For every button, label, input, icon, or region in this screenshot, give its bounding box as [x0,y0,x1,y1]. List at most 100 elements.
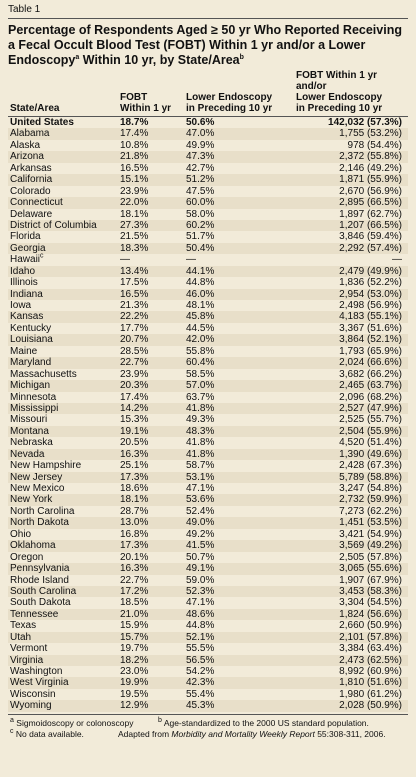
cell: Oregon [10,551,44,563]
cell: 2,028 (50.9%) [339,700,402,712]
cell: 49.1% [186,563,215,575]
cell: 2,732 (59.9%) [339,494,402,506]
cell: 60.2% [186,219,215,231]
cell: 50.7% [186,551,215,563]
footnote-text: Age-standardized to the 2000 US standard… [163,717,369,728]
header-line: FOBT [120,92,148,103]
cell: Montana [10,425,49,437]
cell: 15.9% [120,620,149,632]
table-row: South Dakota 18.5% 47.1% 3,304 (54.5%) [8,597,408,608]
cell: 2,527 (47.9%) [339,402,402,414]
table-row: Hawaiic — — — [8,252,408,266]
table-row: Pennsylvania 16.3% 49.1% 3,065 (55.6%) [8,563,408,575]
cell: 22.7% [120,357,149,369]
cell: 55.8% [186,345,215,357]
cell: South Dakota [10,597,71,609]
cell: North Carolina [10,505,75,517]
cell: 49.2% [186,528,215,540]
cell: 3,367 (51.6%) [339,322,402,334]
cell: Iowa [10,300,32,311]
cell: 46.0% [186,288,215,300]
cell: 17.4% [120,391,149,403]
cell: North Dakota [10,517,69,529]
cell: 2,465 (63.7%) [339,380,402,392]
cell: 19.9% [120,677,149,689]
cell: 18.2% [120,654,149,666]
cell: Missouri [10,414,48,426]
cell: 48.1% [186,300,215,311]
table-row: Mississippi 14.2% 41.8% 2,527 (47.9%) [8,402,408,415]
cell: 1,207 (66.5%) [339,219,402,231]
footnotes: a Sigmoidoscopy or colonoscopy b Age-sta… [8,713,408,744]
cell: Louisiana [10,334,53,346]
cell: 17.2% [120,585,149,597]
cell: 19.5% [120,688,149,700]
cell: 21.5% [120,231,149,243]
table-row: Indiana 16.5% 46.0% 2,954 (53.0%) [8,288,408,300]
cell: 23.9% [120,185,149,197]
cell: New Mexico [10,483,65,494]
table-row: Montana 19.1% 48.3% 2,504 (55.9%) [8,425,408,438]
cell: 58.7% [186,460,215,472]
header-line: State/Area [10,103,60,114]
table-row: New York 18.1% 53.6% 2,732 (59.9%) [8,494,408,506]
cell: 52.1% [186,631,215,643]
cell: 59.0% [186,574,215,586]
table-row: Oklahoma 17.3% 41.5% 3,569 (49.2%) [8,540,408,552]
footnote: a Sigmoidoscopy or colonoscopy [10,717,133,729]
cell: 3,846 (59.4%) [339,231,402,243]
table-row: Arkansas 16.5% 42.7% 2,146 (49.2%) [8,163,408,174]
cell: 19.1% [120,425,149,437]
cell: 22.2% [120,311,149,323]
table-row: New Jersey 17.3% 53.1% 5,789 (58.8%) [8,471,408,483]
table-row: Wisconsin 19.5% 55.4% 1,980 (61.2%) [8,689,408,700]
cell: 20.7% [120,334,149,346]
cell: New York [10,494,53,506]
cell: 15.1% [120,174,149,186]
cell: 53.6% [186,494,215,506]
table-row: Alabama 17.4% 47.0% 1,755 (53.2%) [8,128,408,140]
cell: 28.7% [120,505,149,517]
table-row: Kentucky 17.7% 44.5% 3,367 (51.6%) [8,323,408,334]
cell: 3,065 (55.6%) [339,563,402,575]
cell: 2,024 (66.6%) [339,357,402,369]
cell: Alaska [10,139,41,151]
cell: 1,755 (53.2%) [339,128,402,140]
cell: 45.8% [186,311,215,323]
cell: — [186,254,196,266]
cell: Massachusetts [10,368,77,380]
cell: 142,032 (57.3%) [328,117,402,128]
cell: Arizona [10,151,44,163]
header-line: Within 1 yr [120,103,172,114]
title-sup: a [75,53,80,61]
table-row: Alaska 10.8% 49.9% 978 (54.4%) [8,140,408,151]
source-journal: Morbidity and Mortality Weekly Report [171,728,315,739]
table-row: Michigan 20.3% 57.0% 2,465 (63.7%) [8,380,408,392]
cell: 2,498 (56.9%) [339,300,402,311]
cell: 17.4% [120,128,149,140]
cell: 42.0% [186,334,215,346]
cell: Rhode Island [10,574,69,586]
cell: 3,569 (49.2%) [339,540,402,552]
table-row: Utah 15.7% 52.1% 2,101 (57.8%) [8,631,408,644]
cell: 1,897 (62.7%) [339,208,402,220]
cell: 48.3% [186,425,215,437]
cell: 44.1% [186,265,215,277]
cell: New Jersey [10,471,63,483]
cell: 5,789 (58.8%) [339,471,402,483]
cell: 49.0% [186,517,215,529]
cell: 1,871 (55.9%) [339,174,402,186]
cell: 22.0% [120,197,149,209]
cell: 14.2% [120,402,149,414]
cell: Pennsylvania [10,563,70,575]
cell: 12.9% [120,700,149,712]
table-row: Idaho 13.4% 44.1% 2,479 (49.9%) [8,265,408,278]
table-row: Vermont 19.7% 55.5% 3,384 (63.4%) [8,643,408,654]
cell-sup: c [40,252,44,260]
table-row: Colorado 23.9% 47.5% 2,670 (56.9%) [8,186,408,197]
source-suffix: 55:308-311, 2006. [314,728,386,739]
cell: Wyoming [10,700,52,712]
cell: 50.4% [186,242,215,254]
header-line: in Preceding 10 yr [186,103,273,114]
